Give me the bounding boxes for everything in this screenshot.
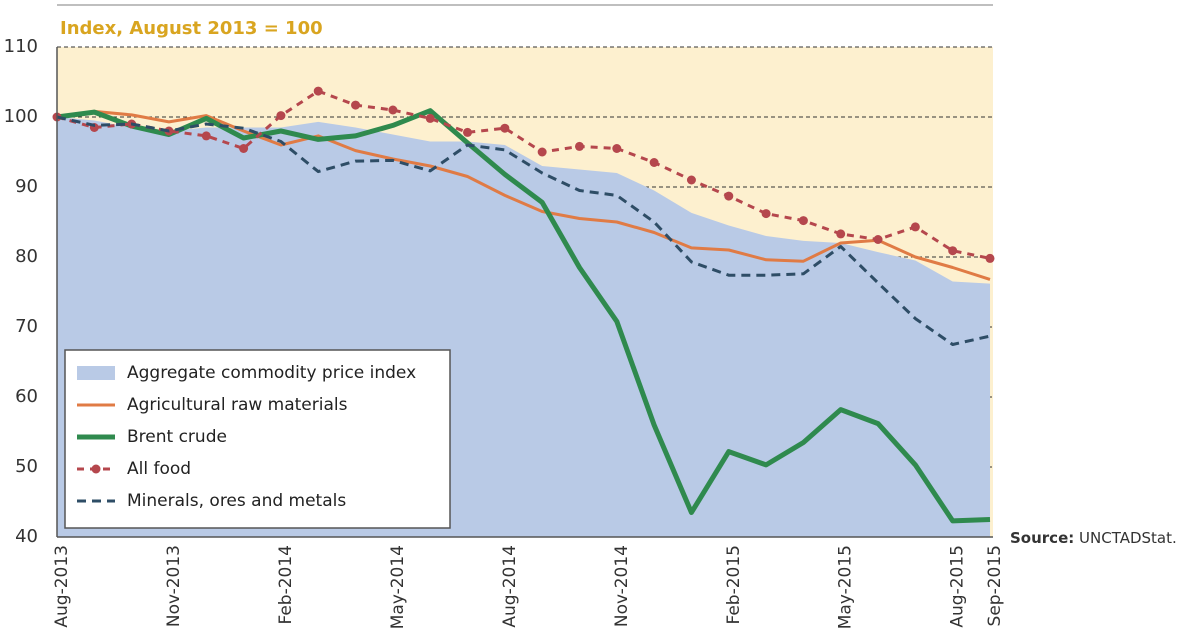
x-tick-label: Feb-2014 [276, 545, 296, 625]
legend-label: All food [127, 459, 191, 479]
marker [910, 222, 920, 232]
legend-label: Minerals, ores and metals [127, 491, 346, 511]
y-tick-label: 90 [15, 176, 38, 197]
marker [388, 105, 398, 115]
marker [537, 147, 547, 157]
marker [649, 158, 659, 167]
series-line [56, 89, 991, 260]
x-tick-label: May-2014 [388, 545, 408, 629]
marker [500, 123, 510, 133]
marker [724, 191, 734, 201]
y-tick-label: 100 [4, 106, 38, 127]
y-tick-label: 40 [15, 526, 38, 547]
x-tick-label: Aug-2014 [500, 545, 520, 628]
marker [463, 127, 473, 137]
y-tick-label: 60 [15, 386, 38, 407]
x-tick-label: Sep-2015 [985, 545, 1005, 626]
source-label: Source: [1010, 529, 1074, 547]
x-tick-label: Aug-2013 [52, 545, 72, 628]
marker [686, 175, 696, 185]
x-tick-label: Nov-2014 [612, 545, 632, 627]
y-tick-label: 70 [15, 316, 38, 337]
marker [873, 235, 883, 244]
marker [201, 131, 211, 141]
x-tick-label: Feb-2015 [724, 545, 744, 625]
x-tick-label: May-2015 [836, 545, 856, 629]
x-tick-label: Aug-2015 [948, 545, 968, 628]
chart-title: Index, August 2013 = 100 [60, 18, 323, 39]
legend-swatch [77, 366, 115, 380]
x-tick-label: Nov-2013 [164, 545, 184, 627]
marker [425, 113, 435, 123]
y-tick-label: 110 [4, 36, 38, 57]
marker [313, 86, 323, 96]
marker [239, 144, 249, 153]
series-line [56, 115, 991, 346]
marker [761, 209, 771, 219]
marker [836, 229, 846, 239]
marker [351, 100, 361, 110]
legend-marker [91, 464, 101, 474]
legend-box [64, 349, 451, 529]
series-line [56, 109, 991, 281]
source-text: UNCTADStat. [1079, 529, 1177, 547]
marker [276, 111, 286, 121]
marker [798, 216, 808, 226]
marker [985, 253, 995, 263]
y-tick-label: 80 [15, 246, 38, 267]
legend-label: Aggregate commodity price index [127, 363, 416, 383]
source: Source: UNCTADStat. [1010, 529, 1177, 547]
legend-label: Brent crude [127, 427, 227, 447]
marker [574, 141, 584, 151]
legend-label: Agricultural raw materials [127, 395, 348, 415]
marker [612, 144, 622, 153]
series-line [56, 108, 991, 524]
y-tick-label: 50 [15, 456, 38, 477]
marker [948, 246, 958, 256]
